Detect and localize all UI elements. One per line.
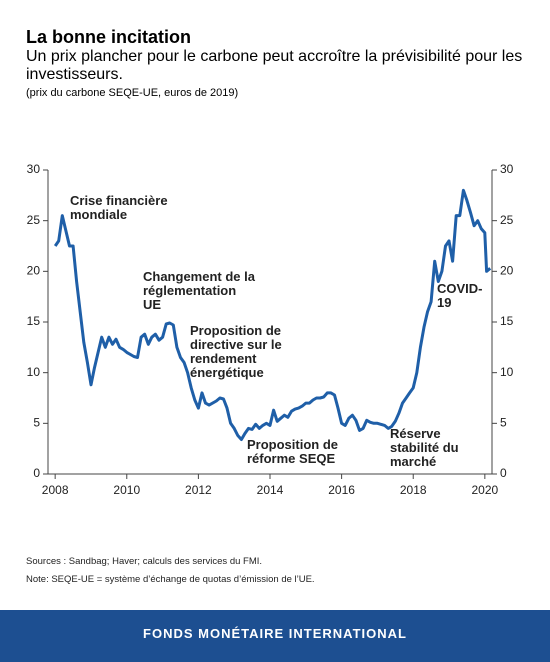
annotation: Crise financière <box>70 193 168 208</box>
annotation: rendement <box>190 351 257 366</box>
notes: Sources : Sandbag; Haver; calculs des se… <box>26 553 315 589</box>
annotation: Changement de la <box>143 269 256 284</box>
y2-tick-label: 30 <box>500 162 514 176</box>
y2-tick-label: 15 <box>500 314 514 328</box>
y-tick-label: 25 <box>27 213 41 227</box>
x-tick-label: 2020 <box>471 483 498 497</box>
y2-tick-label: 10 <box>500 365 514 379</box>
x-tick-label: 2012 <box>185 483 212 497</box>
y-tick-label: 15 <box>27 314 41 328</box>
x-tick-label: 2014 <box>257 483 284 497</box>
data-line <box>53 188 492 441</box>
x-tick-label: 2010 <box>113 483 140 497</box>
y-tick-label: 5 <box>33 416 40 430</box>
annotation: réforme SEQE <box>247 451 335 466</box>
unit-note: (prix du carbone SEQE-UE, euros de 2019) <box>26 87 239 99</box>
header: La bonne incitation Un prix plancher pou… <box>26 26 531 99</box>
annotation: énergétique <box>190 365 264 380</box>
annotation: 19 <box>437 295 451 310</box>
annotation: Réserve <box>390 426 441 441</box>
note: Note: SEQE-UE = système d’échange de quo… <box>26 574 315 585</box>
y-tick-label: 30 <box>27 162 41 176</box>
chart-subtitle: Un prix plancher pour le carbone peut ac… <box>26 48 523 83</box>
y-tick-label: 20 <box>27 264 41 278</box>
sources: Sources : Sandbag; Haver; calculs des se… <box>26 556 263 567</box>
y-tick-label: 0 <box>33 466 40 480</box>
footer-banner: FONDS MONÉTAIRE INTERNATIONAL <box>0 610 550 662</box>
annotation: réglementation <box>143 283 236 298</box>
y2-tick-label: 5 <box>500 416 507 430</box>
x-tick-label: 2016 <box>328 483 355 497</box>
annotation: Proposition de <box>190 323 281 338</box>
chart: 0 5 10 15 20 25 30 0 5 10 15 20 25 30 2008 2010 2012 2014… <box>27 162 514 497</box>
y2-tick-label: 25 <box>500 213 514 227</box>
y2-tick-label: 20 <box>500 264 514 278</box>
annotation: directive sur le <box>190 337 282 352</box>
annotation: stabilité du <box>390 440 459 455</box>
annotation: COVID- <box>437 281 483 296</box>
annotation: Proposition de <box>247 437 338 452</box>
annotation: mondiale <box>70 207 127 222</box>
annotation: UE <box>143 297 161 312</box>
chart-title: La bonne incitation <box>26 27 191 47</box>
y-tick-label: 10 <box>27 365 41 379</box>
x-tick-label: 2018 <box>400 483 427 497</box>
annotation: marché <box>390 454 436 469</box>
x-tick-label: 2008 <box>42 483 69 497</box>
y2-tick-label: 0 <box>500 466 507 480</box>
